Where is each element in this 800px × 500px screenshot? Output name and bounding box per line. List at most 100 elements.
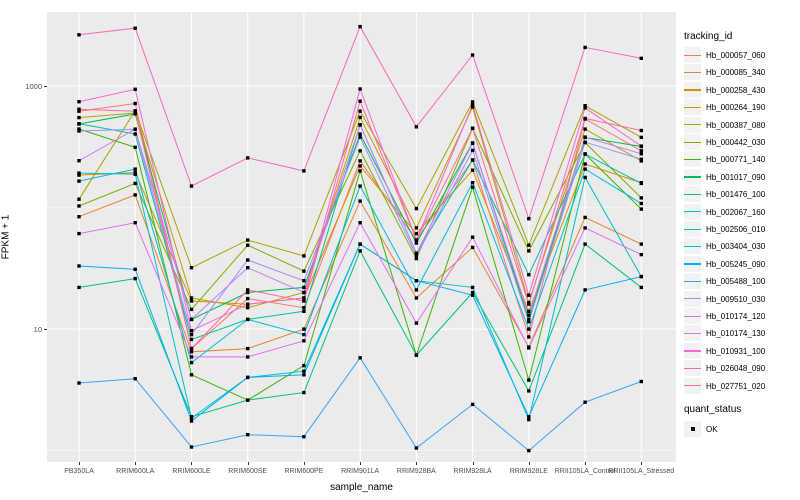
data-point bbox=[470, 126, 475, 130]
legend-item-label: Hb_000387_080 bbox=[706, 120, 766, 130]
data-point bbox=[358, 169, 362, 173]
data-point bbox=[527, 249, 531, 253]
data-point bbox=[639, 144, 643, 148]
series-points-Hb_003404_030 bbox=[77, 167, 643, 365]
x-tick-label-PB350LA: PB350LA bbox=[64, 468, 94, 475]
data-point bbox=[133, 145, 137, 149]
data-point bbox=[302, 290, 306, 295]
legend-key-line-swatch bbox=[684, 89, 701, 91]
data-point bbox=[583, 242, 587, 246]
data-point bbox=[133, 87, 137, 91]
data-point bbox=[414, 125, 419, 129]
data-point bbox=[414, 353, 419, 357]
x-tick-label-RRIM600PE: RRIM600PE bbox=[284, 468, 324, 475]
legend-key bbox=[684, 151, 701, 168]
data-point bbox=[639, 201, 643, 206]
legend-item-label: Hb_010931_100 bbox=[706, 346, 766, 356]
data-point bbox=[527, 217, 531, 221]
legend-key-line-swatch bbox=[684, 193, 701, 196]
data-point bbox=[358, 123, 362, 127]
series-points-Hb_005488_100 bbox=[77, 356, 643, 453]
legend-item-label: Hb_026048_090 bbox=[706, 364, 766, 374]
legend-key bbox=[684, 308, 701, 324]
plot-area-svg bbox=[47, 12, 676, 462]
data-point bbox=[358, 99, 362, 103]
data-point bbox=[189, 317, 194, 322]
data-point bbox=[583, 400, 587, 404]
legend-item-label: Hb_005488_100 bbox=[706, 277, 766, 287]
legend-item-label: Hb_002506_010 bbox=[706, 225, 766, 234]
legend-key-line-swatch bbox=[684, 228, 701, 230]
x-axis-title: sample_name bbox=[330, 482, 393, 493]
data-point bbox=[583, 140, 587, 144]
data-point bbox=[133, 267, 137, 271]
legend-key bbox=[684, 116, 701, 133]
data-point bbox=[358, 87, 362, 91]
legend-key-line-swatch bbox=[684, 263, 701, 265]
data-point bbox=[133, 109, 137, 113]
legend-key-line-swatch bbox=[684, 176, 701, 178]
data-point bbox=[302, 327, 306, 331]
data-point bbox=[639, 152, 643, 156]
series-points-Hb_000387_080 bbox=[77, 100, 643, 270]
legend-key bbox=[684, 99, 701, 116]
data-point bbox=[527, 302, 531, 306]
data-point bbox=[302, 369, 306, 373]
data-point bbox=[470, 235, 475, 239]
legend-key-line-swatch bbox=[684, 298, 701, 300]
legend-item-label: Hb_003404_030 bbox=[706, 242, 766, 252]
legend-key bbox=[684, 47, 701, 63]
legend-key bbox=[684, 360, 701, 377]
data-point bbox=[414, 226, 419, 230]
data-point bbox=[77, 127, 81, 131]
legend-key bbox=[684, 421, 701, 437]
data-point bbox=[414, 241, 419, 245]
legend-key bbox=[684, 168, 701, 185]
data-point bbox=[189, 445, 194, 449]
legend-item-label: Hb_000057_060 bbox=[706, 51, 766, 60]
data-point bbox=[358, 164, 362, 168]
x-tick-mark bbox=[472, 462, 474, 465]
data-point bbox=[358, 109, 362, 113]
data-point bbox=[189, 350, 194, 354]
legend-item-label: Hb_010174_130 bbox=[706, 329, 766, 339]
data-point bbox=[470, 158, 475, 162]
x-tick-mark bbox=[247, 462, 249, 465]
data-point bbox=[358, 149, 362, 153]
data-point bbox=[639, 149, 643, 153]
x-tick-label-RRIM928BA: RRIM928BA bbox=[396, 468, 436, 475]
data-point bbox=[133, 172, 137, 176]
data-point bbox=[246, 258, 250, 262]
data-point bbox=[414, 288, 419, 292]
data-point bbox=[77, 204, 81, 208]
data-point bbox=[246, 346, 250, 351]
data-point bbox=[246, 290, 250, 295]
data-point bbox=[358, 249, 362, 253]
data-point bbox=[246, 433, 250, 437]
legend-key bbox=[684, 221, 701, 237]
data-point bbox=[302, 254, 306, 258]
data-point bbox=[77, 381, 81, 385]
x-tick-mark bbox=[191, 462, 193, 465]
data-point bbox=[414, 296, 419, 300]
data-point bbox=[133, 132, 137, 136]
x-tick-label-RRIM600LE: RRIM600LE bbox=[172, 468, 211, 475]
legend-key bbox=[684, 273, 701, 290]
legend-key-line-swatch bbox=[684, 315, 701, 317]
data-point bbox=[470, 285, 475, 290]
legend-item-label: Hb_002067_160 bbox=[706, 207, 766, 217]
data-point bbox=[639, 56, 643, 60]
data-point bbox=[527, 335, 531, 339]
data-point bbox=[527, 415, 531, 419]
data-point bbox=[583, 167, 587, 171]
series-points-Hb_026048_090 bbox=[77, 24, 643, 221]
data-point bbox=[302, 279, 306, 283]
legend-key-line-swatch bbox=[684, 124, 701, 126]
data-point bbox=[302, 339, 306, 343]
data-point bbox=[639, 128, 643, 133]
data-point bbox=[414, 206, 419, 211]
data-point bbox=[246, 306, 250, 310]
legend-item-label: Hb_005245_090 bbox=[706, 259, 766, 269]
data-point bbox=[527, 389, 531, 393]
legend-key-line-swatch bbox=[684, 280, 701, 283]
